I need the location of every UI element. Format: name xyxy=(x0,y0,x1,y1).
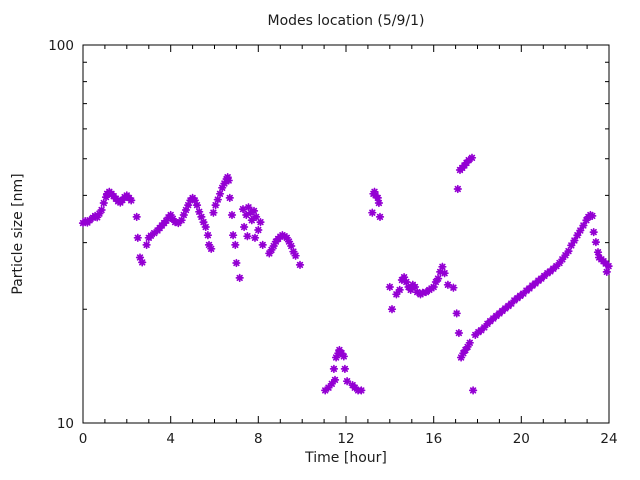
y-tick-label: 100 xyxy=(48,38,74,54)
axis-ticks xyxy=(82,44,610,424)
x-tick-label: 24 xyxy=(600,431,617,447)
x-tick-label: 8 xyxy=(254,431,263,447)
x-axis-label: Time [hour] xyxy=(305,450,387,466)
scatter-points xyxy=(78,153,613,395)
x-tick-label: 12 xyxy=(337,431,354,447)
x-tick-label: 20 xyxy=(513,431,530,447)
plot-border xyxy=(82,44,610,424)
x-tick-label: 0 xyxy=(79,431,88,447)
y-tick-label: 10 xyxy=(57,416,74,432)
chart-title: Modes location (5/9/1) xyxy=(267,13,425,29)
x-tick-label: 4 xyxy=(166,431,175,447)
x-tick-label: 16 xyxy=(425,431,442,447)
